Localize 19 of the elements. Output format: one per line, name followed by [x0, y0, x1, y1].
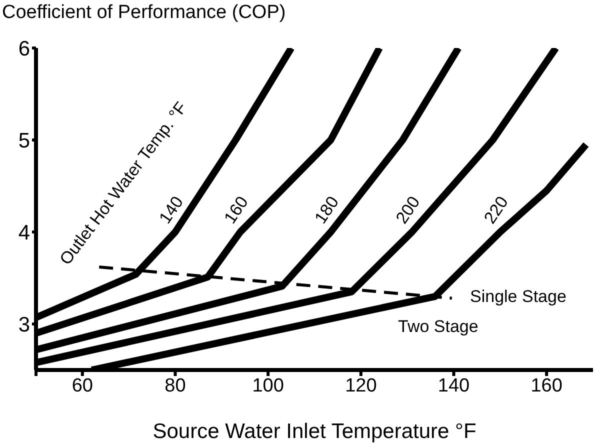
- annotation: Two Stage: [398, 317, 478, 336]
- text: 180: [310, 192, 343, 228]
- y-tick-label: 4: [18, 221, 30, 244]
- annotation: Single Stage: [470, 287, 566, 306]
- y-axis-title: Coefficient of Performance (COP): [2, 2, 286, 24]
- x-tick-label: 80: [164, 375, 186, 396]
- x-tick-label: 120: [345, 375, 377, 396]
- x-tick-label: 60: [72, 375, 93, 396]
- text: 140: [155, 192, 188, 228]
- x-tick-label: 160: [530, 375, 562, 396]
- x-tick-label: 140: [438, 375, 470, 396]
- text: 200: [392, 192, 424, 228]
- x-axis-title: Source Water Inlet Temperature °F: [152, 420, 476, 443]
- text: 220: [480, 192, 512, 228]
- y-tick-label: 6: [18, 37, 30, 60]
- text: 160: [220, 192, 252, 228]
- y-tick-label: 3: [18, 313, 30, 336]
- y-tick-label: 5: [18, 129, 30, 152]
- x-tick-label: 100: [252, 375, 284, 396]
